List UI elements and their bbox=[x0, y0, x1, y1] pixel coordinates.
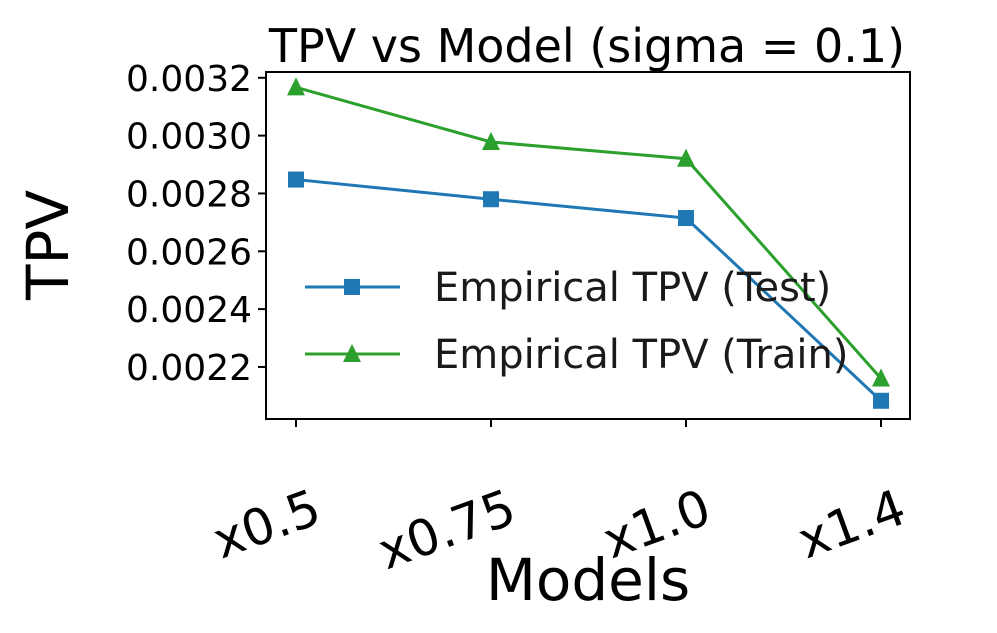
data-point bbox=[873, 392, 889, 409]
y-tick-label: 0.0026 bbox=[126, 232, 252, 273]
data-point bbox=[872, 368, 890, 387]
series-train bbox=[287, 77, 890, 387]
series-test bbox=[288, 171, 889, 409]
series-line bbox=[295, 178, 883, 402]
y-tick-label: 0.0028 bbox=[126, 174, 252, 215]
y-tick-label: 0.0032 bbox=[126, 59, 252, 100]
series-layer bbox=[287, 77, 890, 409]
data-point bbox=[287, 77, 305, 96]
y-tick-label: 0.0022 bbox=[126, 348, 252, 389]
x-tick-label: x0.5 bbox=[206, 478, 328, 570]
legend-label: Empirical TPV (Train) bbox=[434, 332, 848, 378]
data-point bbox=[677, 148, 695, 167]
chart-title: TPV vs Model (sigma = 0.1) bbox=[268, 19, 905, 73]
y-tick-label: 0.0030 bbox=[126, 117, 252, 158]
y-tick-label: 0.0024 bbox=[126, 290, 252, 331]
legend-label: Empirical TPV (Test) bbox=[434, 265, 831, 311]
legend: Empirical TPV (Test) Empirical TPV (Train… bbox=[305, 265, 848, 378]
legend-entry: Empirical TPV (Test) bbox=[305, 265, 831, 311]
legend-marker bbox=[343, 344, 361, 362]
legend-marker bbox=[344, 279, 360, 295]
data-point bbox=[288, 171, 304, 188]
x-axis-label: Models bbox=[486, 546, 690, 614]
data-point bbox=[678, 210, 694, 227]
data-point bbox=[483, 191, 499, 208]
x-tick-label: x1.4 bbox=[791, 478, 913, 570]
series-line bbox=[295, 85, 883, 380]
legend-entry: Empirical TPV (Train) bbox=[305, 332, 848, 378]
y-axis-label: TPV bbox=[14, 190, 82, 301]
data-point bbox=[482, 131, 500, 150]
plot-frame bbox=[265, 71, 911, 420]
